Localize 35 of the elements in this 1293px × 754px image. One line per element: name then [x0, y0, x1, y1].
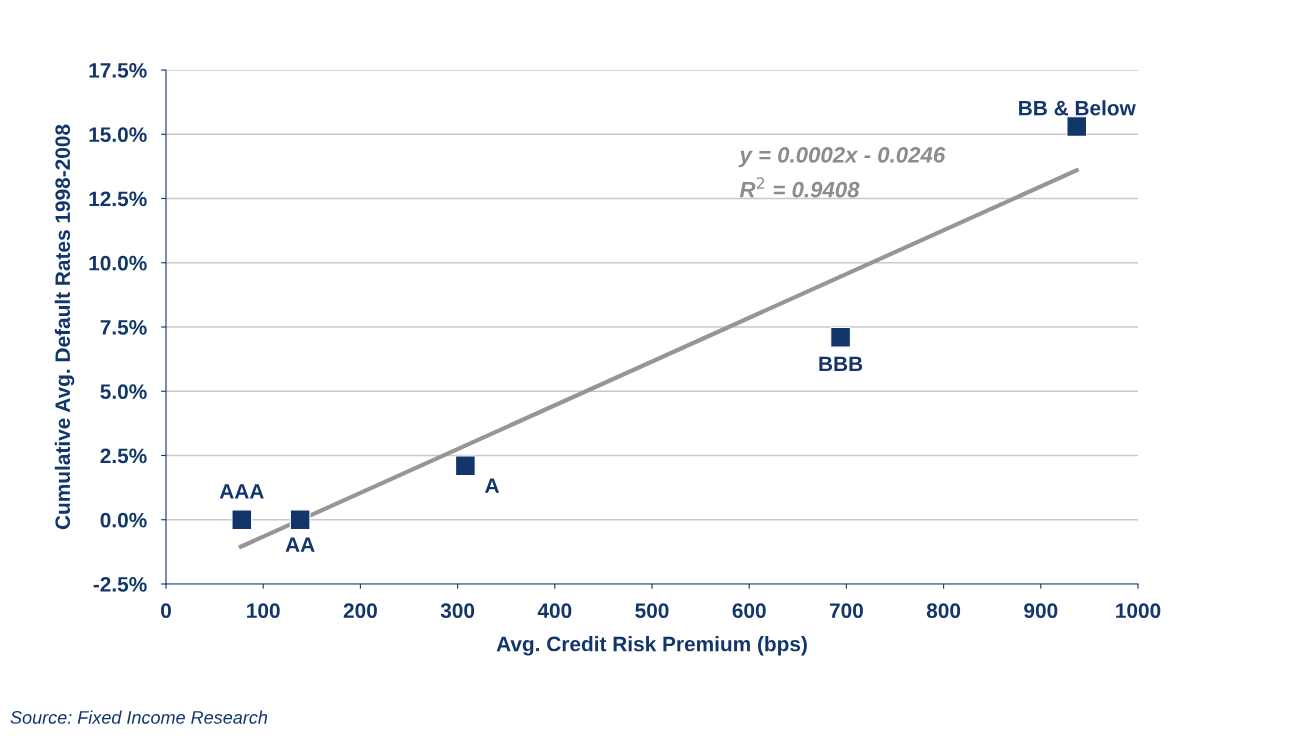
point: [830, 326, 851, 348]
y-tick-label: 5.0%: [100, 384, 147, 399]
y-tick-label: 15.0%: [89, 127, 147, 142]
annotation: A: [485, 478, 500, 493]
x-tick-label: 1000: [1116, 603, 1161, 619]
x-tick-label: 100: [247, 603, 280, 619]
y-tick-label: -2.5%: [93, 577, 147, 592]
x-tick-label: 600: [732, 603, 766, 619]
point: [455, 455, 476, 477]
source-note: Source: Fixed Income Research: [10, 710, 268, 724]
annotation: R$^{2}$ = 0.9408: [739, 177, 860, 198]
x-tick-label: 500: [635, 603, 669, 619]
y-tick-label: 2.5%: [100, 448, 147, 464]
x-axis-title: Avg. Credit Risk Premium (bps): [496, 636, 807, 656]
point: [289, 509, 311, 531]
y-tick-label: 17.5%: [89, 63, 147, 78]
y-tick-label: 7.5%: [100, 320, 147, 335]
x-tick-label: 800: [926, 603, 961, 619]
annotation: AAA: [219, 484, 264, 499]
point: [231, 509, 253, 531]
point: [1066, 116, 1088, 137]
annotation: y = 0.0002x - 0.0246: [738, 147, 946, 168]
y-tick-label: 10.0%: [89, 255, 147, 271]
x-tick-label: 300: [440, 603, 475, 619]
annotation: BB & Below: [1019, 100, 1136, 116]
x-tick-label: 400: [537, 603, 572, 619]
x-tick-label: 200: [343, 603, 377, 619]
y-tick-label: 0.0%: [100, 512, 147, 528]
annotation: BBB: [819, 356, 863, 371]
x-tick-label: 700: [829, 603, 863, 619]
x-tick-label: 900: [1024, 603, 1058, 619]
y-tick-label: 12.5%: [89, 191, 147, 207]
x-tick-label: 0: [161, 603, 171, 619]
annotation: AA: [285, 537, 315, 552]
y-axis-title: Cumulative Avg. Default Rates 1998-2008: [54, 124, 75, 530]
